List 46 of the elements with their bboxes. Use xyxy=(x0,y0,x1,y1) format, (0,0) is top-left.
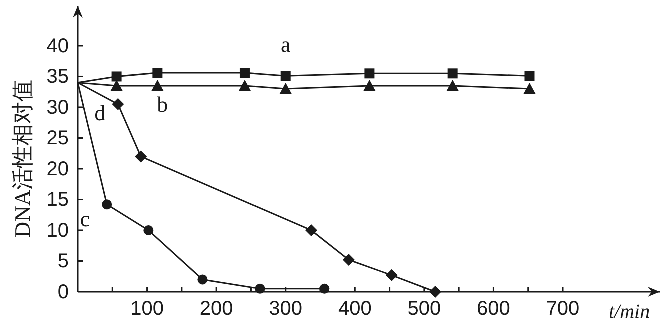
point xyxy=(524,83,536,94)
y-tick-label: 40 xyxy=(46,35,69,58)
y-tick-label: 15 xyxy=(46,189,69,212)
y-tick-label: 30 xyxy=(46,96,69,119)
point xyxy=(320,284,330,294)
point xyxy=(102,200,112,210)
point xyxy=(305,224,318,236)
x-tick-label: 100 xyxy=(130,298,164,320)
y-tick-label: 5 xyxy=(58,250,69,273)
y-tick-label: 25 xyxy=(46,128,69,150)
point xyxy=(280,71,291,82)
point xyxy=(280,83,292,94)
point xyxy=(240,68,250,78)
series-label: c xyxy=(80,206,90,232)
y-tick-label: 0 xyxy=(58,281,69,304)
x-tick-label: 500 xyxy=(408,298,442,320)
x-axis-title: t/min xyxy=(609,301,650,322)
point xyxy=(152,68,163,78)
y-tick-label: 20 xyxy=(46,158,69,180)
y-axis-title: DNA活性相对值 xyxy=(10,80,35,238)
y-tick-label: 10 xyxy=(46,220,69,242)
point xyxy=(364,80,376,91)
series-label: d xyxy=(94,100,106,126)
point xyxy=(364,68,375,79)
point xyxy=(524,71,535,82)
series-label: a xyxy=(280,32,291,58)
point xyxy=(446,80,459,91)
point xyxy=(135,150,148,163)
x-tick-label: 600 xyxy=(477,298,510,320)
point xyxy=(448,68,458,79)
point xyxy=(238,80,251,91)
y-tick-label: 35 xyxy=(46,66,69,88)
x-tick-label: 300 xyxy=(269,298,303,320)
point xyxy=(152,80,164,91)
point xyxy=(342,254,355,266)
x-tick-label: 400 xyxy=(338,298,372,320)
point xyxy=(198,274,208,285)
point xyxy=(386,269,398,282)
series-label: b xyxy=(157,92,168,117)
point xyxy=(430,286,442,298)
point xyxy=(255,284,266,294)
point xyxy=(112,98,124,110)
x-tick-label: 700 xyxy=(546,298,580,320)
point xyxy=(112,72,122,82)
point xyxy=(144,225,154,236)
x-tick-label: 200 xyxy=(200,298,234,320)
